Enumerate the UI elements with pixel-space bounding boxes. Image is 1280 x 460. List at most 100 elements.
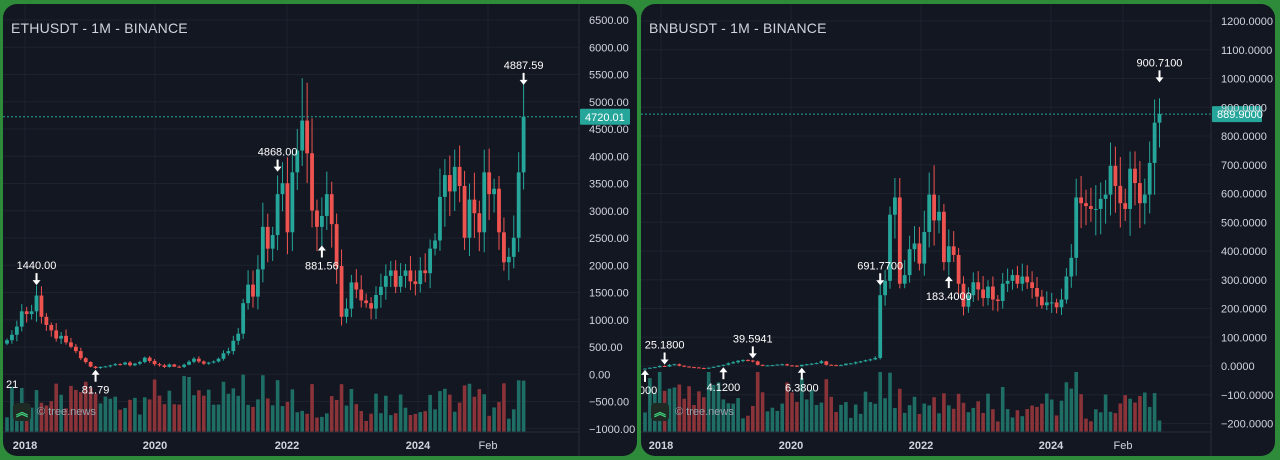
- candle-body: [192, 358, 196, 362]
- volume-bar: [1113, 413, 1118, 432]
- candle-body: [785, 364, 789, 366]
- candle-body: [1157, 114, 1162, 123]
- candle-body: [172, 364, 177, 367]
- annotation-label: 6.3800: [785, 383, 819, 395]
- volume-bar: [1084, 418, 1088, 432]
- down-arrow-icon: [273, 166, 282, 172]
- volume-bar: [1010, 417, 1015, 432]
- volume-bar: [482, 394, 487, 432]
- bnb-annotations: 25.1800 5000 4.1200 39.5941 6.3800 691.7700 18…: [641, 57, 1182, 397]
- price-tick-label: 500.00: [589, 342, 623, 354]
- candle-body: [1118, 185, 1123, 204]
- volume-bar: [917, 413, 922, 432]
- candle-body: [726, 363, 731, 365]
- candle-body: [922, 231, 927, 264]
- volume-bar: [711, 384, 716, 432]
- candle-body: [868, 359, 873, 361]
- price-tick-label: 700.0000: [1221, 160, 1267, 172]
- candle-body: [142, 357, 147, 363]
- volume-bar: [241, 374, 245, 432]
- candle-body: [966, 295, 971, 307]
- volume-bar: [1054, 415, 1059, 432]
- candle-body: [73, 346, 78, 352]
- candle-body: [133, 363, 137, 366]
- price-tick-label: 4500.00: [589, 124, 629, 136]
- volume-bar: [981, 412, 985, 432]
- volume-bar: [187, 376, 191, 432]
- candle-body: [344, 308, 349, 317]
- candle-body: [44, 316, 49, 325]
- candle-body: [1064, 276, 1069, 300]
- time-tick-label: 2020: [143, 440, 167, 452]
- candle-body: [1113, 165, 1118, 186]
- time-tick-label: 2022: [909, 440, 933, 452]
- volume-bar: [374, 393, 378, 432]
- eth-grid: [3, 4, 579, 432]
- volume-bar: [334, 399, 339, 432]
- volume-bar: [477, 389, 482, 432]
- volume-bar: [172, 404, 177, 432]
- candle-body: [428, 248, 433, 274]
- volume-bar: [1108, 411, 1113, 432]
- candle-body: [270, 235, 275, 249]
- volume-bar: [932, 397, 936, 432]
- candle-body: [1005, 280, 1010, 284]
- candle-body: [10, 334, 14, 341]
- volume-bar: [147, 399, 152, 432]
- candle-body: [706, 367, 711, 369]
- volume-bar: [907, 405, 912, 432]
- volume-bar: [648, 378, 652, 432]
- volume-bar: [261, 375, 265, 432]
- candle-body: [319, 215, 324, 227]
- candle-body: [34, 295, 39, 312]
- volume-bar: [966, 412, 971, 432]
- candle-body: [672, 364, 677, 366]
- eth-last-price-label: 4720.01: [585, 112, 625, 124]
- volume-bar: [947, 405, 951, 432]
- price-tick-label: 1500.00: [589, 288, 629, 300]
- down-arrow-icon: [519, 79, 528, 85]
- volume-bar: [643, 412, 647, 432]
- candle-body: [157, 364, 162, 366]
- volume-bar: [716, 382, 721, 432]
- candle-body: [971, 282, 976, 296]
- candle-body: [986, 286, 990, 299]
- volume-bar: [74, 389, 78, 432]
- volume-bar: [34, 390, 39, 432]
- volume-bar: [5, 417, 9, 432]
- candle-body: [912, 243, 917, 250]
- volume-bar: [305, 413, 309, 432]
- candle-body: [506, 256, 511, 263]
- candle-body: [14, 326, 19, 335]
- volume-bar: [1015, 410, 1020, 432]
- volume-bar: [226, 393, 231, 432]
- candle-body: [902, 275, 907, 284]
- eth-chart-canvas[interactable]: 4720.01 1440.00 81.79 4868.00 881.56 4887.59 2…: [3, 4, 637, 456]
- bnb-chart-panel[interactable]: 889.9000 25.1800 5000 4.1200 39.5941 6.3800 69…: [641, 4, 1275, 456]
- annotation-label: 4868.00: [258, 147, 298, 159]
- price-tick-label: 6500.00: [589, 15, 629, 27]
- volume-bar: [408, 414, 413, 432]
- volume-bar: [790, 392, 794, 432]
- volume-bar: [682, 398, 686, 432]
- volume-bar: [1098, 412, 1103, 432]
- volume-bar: [912, 396, 917, 432]
- candle-body: [790, 365, 794, 367]
- volume-bar: [1123, 395, 1127, 432]
- volume-bar: [1059, 400, 1064, 432]
- candle-body: [858, 361, 863, 363]
- volume-bar: [487, 415, 491, 432]
- candle-body: [457, 166, 462, 186]
- down-arrow-icon: [876, 280, 885, 286]
- eth-price-axis: 6500.00 6000.00 5500.00 5000.00 4500.00 4000.…: [578, 4, 635, 456]
- volume-bar: [1094, 409, 1098, 432]
- candle-body: [315, 210, 319, 227]
- volume-bar: [1138, 396, 1142, 432]
- candle-body: [162, 365, 167, 367]
- candle-body: [1093, 208, 1098, 210]
- bnb-chart-canvas[interactable]: 889.9000 25.1800 5000 4.1200 39.5941 6.3800 69…: [641, 4, 1275, 456]
- annotation-label: 4887.59: [504, 60, 544, 72]
- eth-chart-panel[interactable]: 4720.01 1440.00 81.79 4868.00 881.56 4887.59 2…: [3, 4, 637, 456]
- volume-bar: [59, 394, 63, 432]
- candle-body: [137, 362, 142, 364]
